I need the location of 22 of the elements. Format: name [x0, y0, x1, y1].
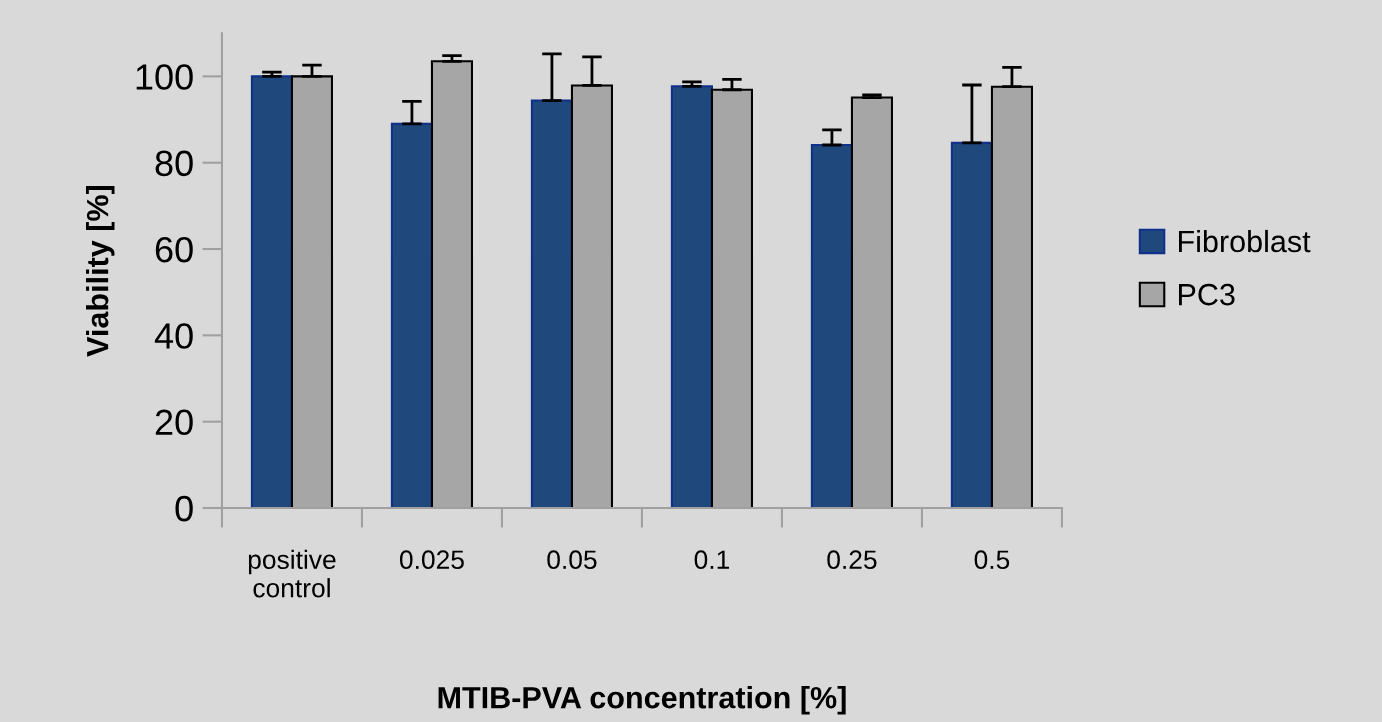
x-tick-label: 0.025 [399, 550, 464, 570]
y-tick-label: 20 [155, 409, 193, 436]
bar [950, 141, 993, 508]
y-tick-label: 0 [175, 495, 193, 522]
y-axis-title: Viability [%] [86, 186, 115, 357]
bar [530, 99, 573, 508]
x-tick-label: 0.25 [827, 550, 877, 570]
bar [390, 122, 433, 508]
x-tick-label: 0.05 [547, 550, 597, 570]
legend-label: Fibroblast [1179, 229, 1311, 253]
y-tick-label: 100 [136, 64, 193, 90]
x-tick-label: positive control [248, 549, 336, 598]
x-tick-label: 0.1 [694, 550, 729, 570]
x-tick-label: 0.5 [974, 550, 1010, 570]
legend-label: PC3 [1179, 283, 1235, 306]
bar [250, 75, 293, 508]
bar [810, 143, 853, 508]
bar [670, 85, 713, 508]
y-tick-label: 60 [155, 236, 193, 263]
x-axis-title: MTIB-PVA concentration [%] [438, 686, 846, 715]
y-tick-label: 80 [155, 150, 193, 177]
y-tick-label: 40 [154, 323, 193, 349]
